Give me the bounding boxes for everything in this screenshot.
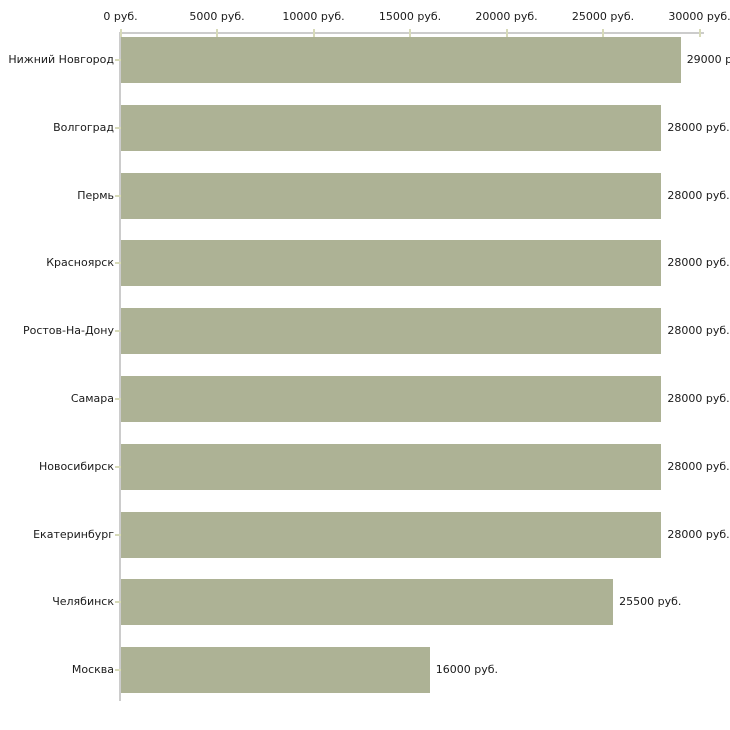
chart-bar	[121, 172, 662, 219]
x-axis-tick-label: 10000 руб.	[282, 10, 345, 23]
chart-bar	[121, 579, 614, 626]
bar-value-label: 28000 руб.	[667, 392, 730, 405]
x-axis-tick-label: 5000 руб.	[189, 10, 245, 23]
bar-value-label: 28000 руб.	[667, 188, 730, 202]
category-label: Нижний Новгород	[8, 53, 114, 66]
y-axis-line	[119, 32, 121, 701]
y-axis-tick-mark	[115, 398, 121, 400]
bar-value-label: 28000 руб.	[667, 324, 730, 338]
y-axis-tick-mark	[115, 465, 121, 468]
chart-bar	[121, 37, 681, 83]
y-axis-tick-mark	[115, 59, 121, 61]
chart-bar	[121, 240, 662, 287]
x-axis-line	[119, 32, 704, 34]
y-axis-tick-mark	[115, 330, 121, 333]
bar-value-label: 28000 руб.	[667, 120, 730, 134]
y-axis-tick-mark	[115, 601, 121, 604]
chart-bar	[121, 647, 430, 694]
chart-bar	[121, 104, 662, 151]
x-axis-tick-label: 30000 руб.	[668, 10, 730, 23]
chart-bar	[121, 511, 662, 558]
y-axis-tick-mark	[115, 126, 121, 129]
category-label: Екатеринбург	[33, 527, 114, 541]
y-axis-tick-mark	[115, 194, 121, 197]
y-axis-tick-mark	[115, 669, 121, 672]
y-axis-tick-mark	[115, 262, 121, 265]
x-axis-tick-mark	[505, 29, 508, 37]
chart-bar	[121, 308, 662, 355]
x-axis-tick-mark	[602, 29, 604, 37]
x-axis-tick-label: 20000 руб.	[475, 10, 538, 23]
category-label: Москва	[71, 663, 114, 677]
bar-value-label: 25500 руб.	[619, 595, 682, 609]
x-axis-tick-label: 25000 руб.	[571, 10, 635, 23]
x-axis-tick-label: 15000 руб.	[378, 10, 442, 23]
chart-bar	[121, 443, 662, 490]
category-label: Челябинск	[52, 595, 114, 609]
x-axis-tick-mark	[409, 29, 411, 37]
x-axis-tick-mark	[216, 29, 218, 37]
chart-bar	[121, 376, 662, 422]
category-label: Волгоград	[53, 120, 114, 134]
category-label: Ростов-На-Дону	[22, 324, 114, 338]
bar-value-label: 28000 руб.	[667, 527, 730, 541]
x-axis-tick-mark	[312, 29, 315, 37]
x-axis-tick-label: 0 руб.	[103, 10, 138, 23]
category-label: Самара	[70, 392, 114, 405]
bar-value-label: 28000 руб.	[667, 256, 730, 270]
category-label: Красноярск	[46, 256, 114, 270]
bar-value-label: 28000 руб.	[667, 459, 730, 473]
x-axis-tick-mark	[119, 29, 122, 37]
bar-value-label: 16000 руб.	[435, 663, 499, 677]
category-label: Пермь	[77, 188, 114, 202]
category-label: Новосибирск	[38, 459, 114, 473]
y-axis-tick-mark	[115, 533, 121, 536]
bar-value-label: 29000 руб.	[686, 53, 730, 66]
x-axis-tick-mark	[698, 29, 701, 37]
